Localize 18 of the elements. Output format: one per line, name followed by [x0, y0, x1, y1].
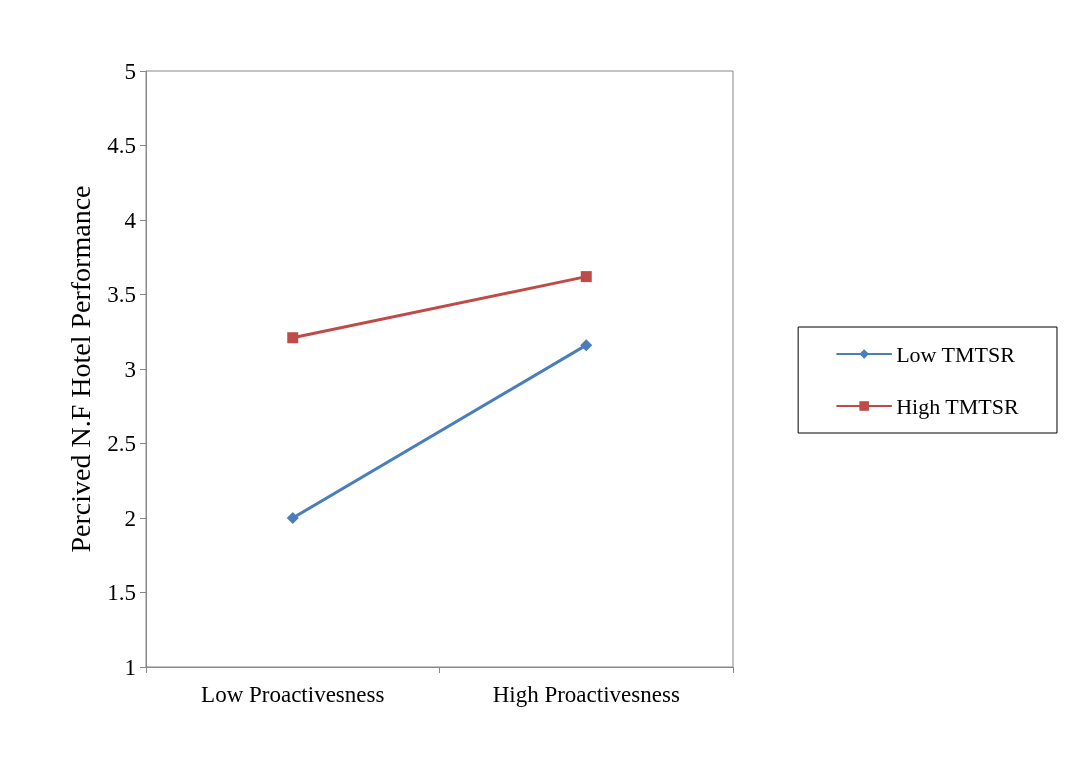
legend-label: Low TMTSR — [896, 341, 1016, 367]
y-tick-label: 2 — [124, 505, 136, 531]
y-tick-label: 2.5 — [107, 431, 136, 456]
x-tick-label: Low Proactivesness — [201, 682, 385, 707]
y-tick-label: 3 — [124, 356, 136, 382]
point — [287, 332, 299, 344]
y-tick-label: 4.5 — [107, 133, 136, 158]
y-axis-title: Percived N.F Hotel Performance — [64, 185, 96, 553]
y-tick-label: 1.5 — [107, 580, 136, 605]
y-tick-label: 1 — [124, 654, 136, 680]
x-tick-label: High Proactivesness — [492, 682, 680, 707]
point — [286, 512, 299, 524]
y-tick-label: 5 — [124, 58, 136, 84]
point — [580, 339, 593, 352]
y-tick-label: 4 — [124, 207, 137, 233]
point — [580, 271, 592, 283]
legend-label: High TMTSR — [896, 393, 1019, 419]
y-tick-label: 3.5 — [107, 282, 136, 307]
